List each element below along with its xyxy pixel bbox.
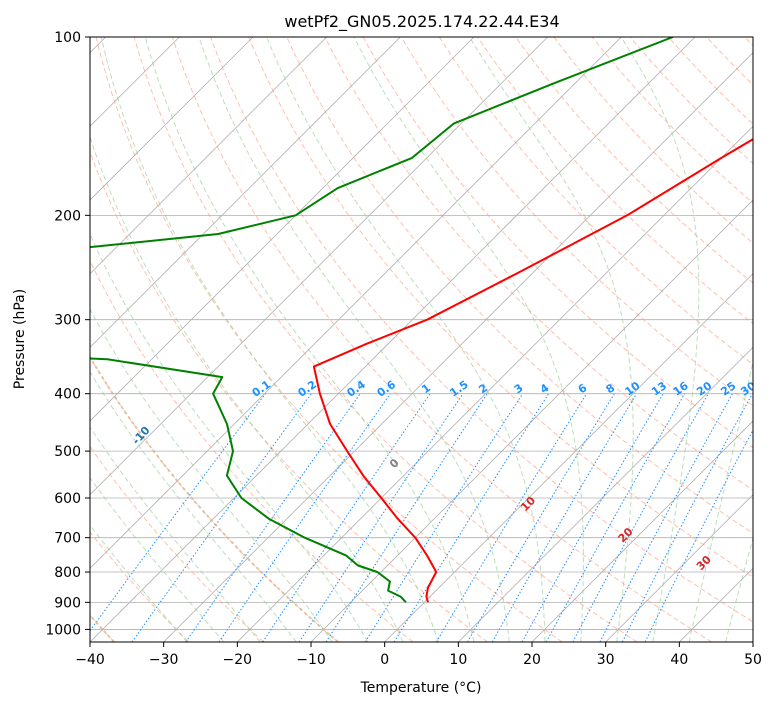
mixing-ratio-line bbox=[364, 393, 524, 642]
isotherm-line bbox=[605, 494, 753, 642]
dry-adiabat-line bbox=[90, 445, 264, 642]
mixing-ratio-line bbox=[644, 428, 753, 642]
mixing-ratio-line bbox=[621, 393, 753, 642]
moist-adiabat-line bbox=[469, 37, 634, 642]
x-tick-label: −10 bbox=[296, 652, 326, 668]
isotherm-line bbox=[458, 346, 753, 642]
mixing-ratio-line bbox=[572, 393, 709, 642]
mixing-ratio-line bbox=[599, 393, 733, 642]
mixing-ratio-line bbox=[262, 393, 431, 642]
dry-adiabat-line bbox=[90, 150, 488, 642]
moist-adiabat-line bbox=[353, 37, 584, 642]
mixing-ratio-line bbox=[185, 393, 361, 642]
isotherm-line bbox=[531, 420, 753, 642]
x-tick-label: 10 bbox=[449, 652, 467, 668]
dry-adiabat-line bbox=[90, 259, 414, 642]
chart-title: wetPf2_GN05.2025.174.22.44.E34 bbox=[284, 12, 559, 32]
x-tick-label: 40 bbox=[670, 652, 688, 668]
y-axis-label: Pressure (hPa) bbox=[12, 289, 28, 389]
isotherm-line bbox=[90, 37, 548, 496]
mixing-ratio-line bbox=[467, 393, 615, 642]
dry-adiabat-line bbox=[248, 37, 753, 578]
dry-adiabat-line bbox=[438, 37, 753, 366]
mixing-ratio-line bbox=[435, 393, 587, 642]
plot-frame bbox=[89, 36, 754, 643]
dry-adiabat-line bbox=[171, 37, 712, 642]
moist-adiabat-line bbox=[198, 37, 510, 642]
moist-adiabat-line bbox=[100, 37, 439, 642]
dry-adiabat-line bbox=[95, 37, 563, 642]
axes: −40 −30 −20 −10 0 10 20 30 40 50 100 200 300 400 500 60… bbox=[45, 30, 762, 668]
x-tick-label: 20 bbox=[523, 652, 541, 668]
x-axis-label: Temperature (°C) bbox=[360, 680, 482, 696]
x-tick-label: 0 bbox=[380, 652, 389, 668]
isotherm-line bbox=[90, 37, 401, 348]
mixing-ratio-line bbox=[393, 393, 550, 642]
moist-adiabat-line bbox=[90, 476, 225, 642]
mixing-ratio-line bbox=[545, 393, 686, 642]
isotherm-line bbox=[90, 37, 327, 275]
dry-adiabat-line bbox=[90, 531, 190, 642]
y-tick-label: 100 bbox=[54, 30, 81, 46]
moist-adiabat-line bbox=[688, 358, 753, 642]
isotherm-line bbox=[163, 52, 753, 642]
y-tick-label: 1000 bbox=[45, 622, 81, 638]
dry-adiabat-line bbox=[133, 37, 638, 642]
isotherm-line bbox=[90, 37, 254, 201]
moist-adiabat-line bbox=[266, 37, 546, 642]
y-tick-label: 800 bbox=[54, 565, 81, 581]
dewpoint-profile-line bbox=[90, 37, 674, 603]
mixing-ratio-line bbox=[521, 393, 664, 642]
dry-adiabat-line bbox=[515, 37, 753, 284]
isotherm-line bbox=[237, 125, 753, 642]
y-tick-label: 400 bbox=[54, 387, 81, 403]
moist-adiabat-line bbox=[90, 232, 369, 642]
y-tick-label: 700 bbox=[54, 531, 81, 547]
moist-adiabat-line bbox=[144, 37, 475, 642]
y-tick-label: 900 bbox=[54, 595, 81, 611]
y-tick-label: 200 bbox=[54, 208, 81, 224]
isotherm-line bbox=[90, 37, 622, 569]
dry-adiabat-line bbox=[90, 356, 339, 642]
moist-adiabat-line bbox=[90, 308, 333, 642]
x-tick-label: 50 bbox=[744, 652, 762, 668]
x-tick-label: −20 bbox=[223, 652, 253, 668]
y-tick-label: 500 bbox=[54, 444, 81, 460]
isotherm-line bbox=[90, 37, 475, 422]
mixing-ratio-line bbox=[491, 393, 637, 642]
moist-adiabat-line bbox=[90, 426, 261, 642]
moist-adiabat-line bbox=[620, 37, 700, 642]
isotherm-line bbox=[90, 37, 696, 642]
mixing-ratio-line bbox=[325, 393, 488, 642]
dry-adiabat-line bbox=[400, 37, 753, 407]
y-tick-label: 600 bbox=[54, 491, 81, 507]
isotherm-line bbox=[384, 273, 753, 642]
y-tick-label: 300 bbox=[54, 313, 81, 329]
moist-adiabat-line bbox=[90, 135, 404, 642]
x-tick-label: −40 bbox=[75, 652, 105, 668]
mixing-ratio-line bbox=[90, 393, 266, 632]
temperature-profile-line bbox=[312, 138, 753, 603]
x-tick-label: −30 bbox=[149, 652, 179, 668]
moist-adiabat-line bbox=[725, 536, 753, 642]
x-tick-label: 30 bbox=[597, 652, 615, 668]
dry-adiabat-line bbox=[210, 37, 753, 623]
